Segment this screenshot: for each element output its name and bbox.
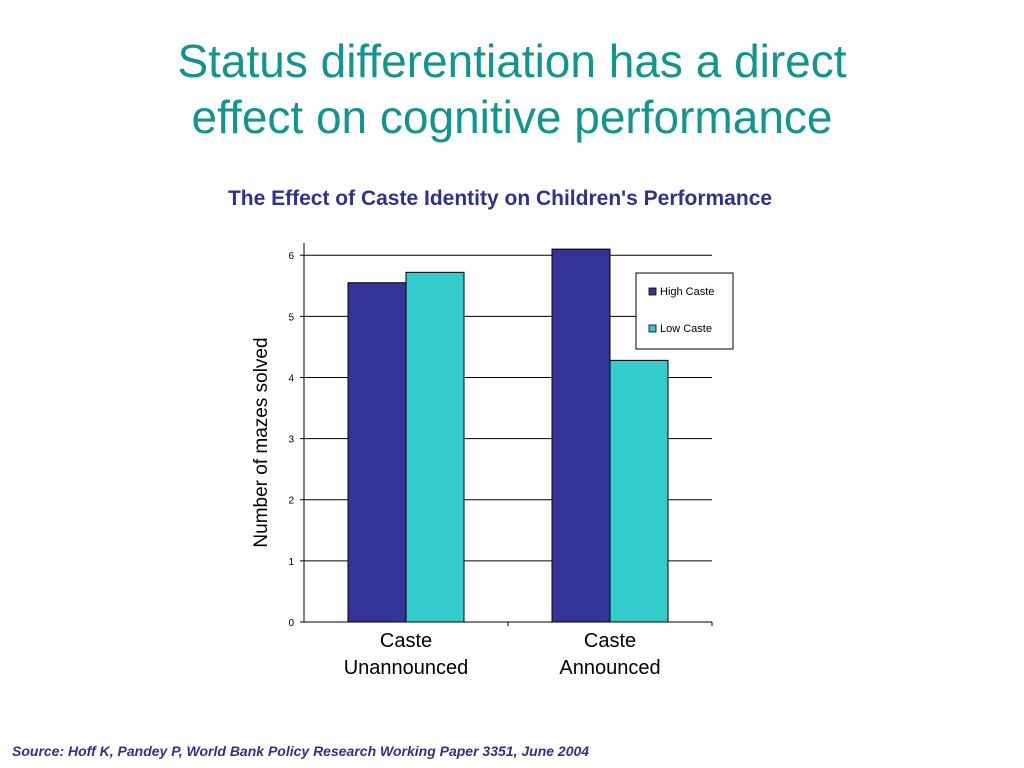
y-tick-label: 2 <box>288 496 294 507</box>
slide-title: Status differentiation has a direct effe… <box>0 33 1024 145</box>
slide-title-line-2: effect on cognitive performance <box>191 91 833 143</box>
bar-low-caste <box>609 359 669 623</box>
legend-swatch <box>648 287 657 296</box>
source-citation: Source: Hoff K, Pandey P, World Bank Pol… <box>12 743 590 759</box>
bar-high-caste <box>551 248 611 623</box>
legend-label: High Caste <box>660 286 714 298</box>
y-tick-label: 3 <box>288 435 294 446</box>
legend-swatch <box>648 324 657 333</box>
y-tick-label: 1 <box>288 557 294 568</box>
chart-title: The Effect of Caste Identity on Children… <box>227 187 773 210</box>
y-tick-label: 0 <box>288 618 294 629</box>
bar-low-caste <box>405 271 465 623</box>
category-label: Announced <box>559 657 660 679</box>
legend-box <box>635 272 734 350</box>
y-tick-label: 6 <box>288 251 294 262</box>
category-label: Caste <box>584 630 636 652</box>
category-label: Unannounced <box>344 657 469 679</box>
y-axis-label: Number of mazes solved <box>251 337 272 547</box>
category-label: Caste <box>380 630 432 652</box>
bar-high-caste <box>347 282 407 623</box>
y-tick-label: 5 <box>288 312 294 323</box>
y-tick-label: 4 <box>288 373 294 384</box>
legend-label: Low Caste <box>660 323 712 335</box>
slide-title-line-1: Status differentiation has a direct <box>177 35 847 87</box>
